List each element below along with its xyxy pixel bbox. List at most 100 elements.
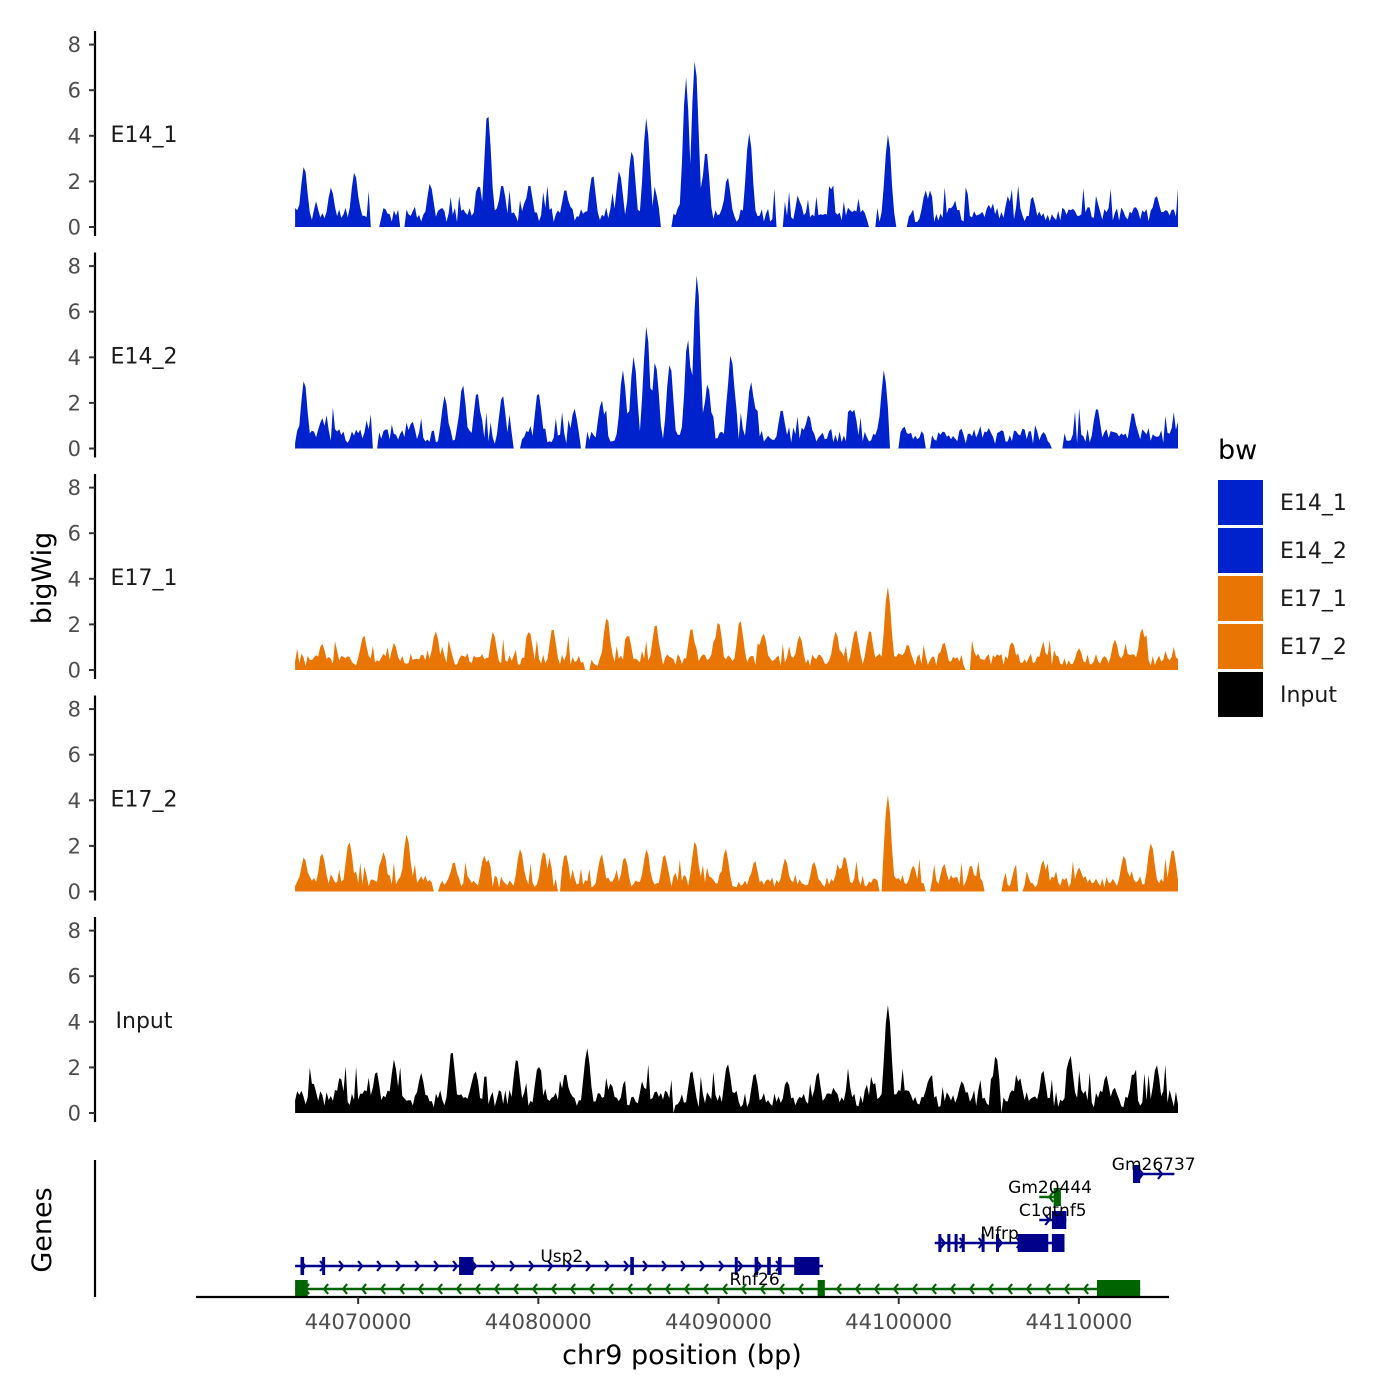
strand-chevron — [417, 1283, 424, 1295]
track-e14-1: 0 2 4 6 8 E14_1 — [68, 31, 1179, 240]
coverage-area-input — [295, 1005, 1179, 1113]
strand-chevron — [664, 1283, 671, 1295]
exon — [322, 1257, 326, 1275]
strand-chevron — [433, 1260, 440, 1272]
legend-key-e17-1 — [1218, 576, 1263, 621]
exon — [954, 1234, 958, 1252]
strand-chevron — [949, 1283, 956, 1295]
y-axis-title: bigWig — [27, 532, 58, 625]
y-tick-label: 6 — [68, 965, 81, 989]
strand-chevron — [376, 1260, 383, 1272]
strand-chevron — [737, 1260, 744, 1272]
strand-chevron — [585, 1260, 592, 1272]
strand-chevron — [699, 1260, 706, 1272]
strand-chevron — [1044, 1214, 1051, 1226]
strand-chevron — [531, 1283, 538, 1295]
strand-chevron — [509, 1260, 516, 1272]
track-label: E14_2 — [111, 345, 178, 370]
legend-label: E14_2 — [1280, 539, 1347, 564]
track-label: E17_1 — [111, 566, 178, 591]
x-tick-label: 44080000 — [485, 1310, 592, 1334]
legend-label: E17_1 — [1280, 587, 1347, 612]
track-label: E14_1 — [111, 123, 178, 148]
strand-chevron — [1082, 1283, 1089, 1295]
y-tick-label: 2 — [68, 613, 81, 637]
strand-chevron — [338, 1260, 345, 1272]
strand-chevron — [474, 1283, 481, 1295]
track-e17-2: 0 2 4 6 8 E17_2 — [68, 695, 1179, 904]
gene-label: Gm20444 — [1008, 1178, 1092, 1198]
legend-key-e14-1 — [1218, 480, 1263, 525]
track-label: Input — [116, 1009, 173, 1034]
y-tick-label: 4 — [68, 567, 81, 591]
legend-label: Input — [1280, 683, 1337, 708]
y-tick-label: 0 — [68, 1102, 81, 1126]
strand-chevron — [911, 1283, 918, 1295]
strand-chevron — [528, 1260, 535, 1272]
y-tick-label: 2 — [68, 391, 81, 415]
strand-chevron — [661, 1260, 668, 1272]
legend-key-input — [1218, 672, 1263, 717]
legend-title: bw — [1218, 435, 1257, 466]
exon — [300, 1257, 305, 1275]
gene-label: C1qtnf5 — [1019, 1201, 1087, 1221]
strand-chevron — [718, 1260, 725, 1272]
strand-chevron — [835, 1283, 842, 1295]
y-tick-label: 8 — [68, 33, 81, 57]
strand-chevron — [436, 1283, 443, 1295]
exon — [938, 1234, 942, 1252]
strand-chevron — [455, 1283, 462, 1295]
exon — [947, 1234, 951, 1252]
strand-chevron — [512, 1283, 519, 1295]
y-tick-label: 8 — [68, 255, 81, 279]
genes-axis-title: Genes — [27, 1187, 58, 1272]
exon — [459, 1257, 474, 1275]
track-label: E17_2 — [111, 788, 178, 813]
gene-label: Usp2 — [540, 1247, 583, 1267]
y-tick-label: 2 — [68, 170, 81, 194]
strand-chevron — [398, 1283, 405, 1295]
strand-chevron — [1025, 1283, 1032, 1295]
gene-mfrp: Mfrp — [934, 1224, 1065, 1252]
strand-chevron — [939, 1237, 947, 1249]
strand-chevron — [740, 1283, 747, 1295]
strand-chevron — [892, 1283, 899, 1295]
legend-label: E17_2 — [1280, 635, 1347, 660]
strand-chevron — [930, 1283, 937, 1295]
y-tick-label: 4 — [68, 124, 81, 148]
exon — [981, 1234, 985, 1252]
strand-chevron — [778, 1283, 785, 1295]
strand-chevron — [968, 1283, 975, 1295]
strand-chevron — [683, 1283, 690, 1295]
y-tick-label: 0 — [68, 880, 81, 904]
strand-chevron — [1063, 1283, 1070, 1295]
exon — [817, 1280, 825, 1298]
strand-chevron — [588, 1283, 595, 1295]
x-tick-label: 44070000 — [305, 1310, 412, 1334]
strand-chevron — [607, 1283, 614, 1295]
strand-chevron — [341, 1283, 348, 1295]
strand-chevron — [547, 1260, 554, 1272]
strand-chevron — [1006, 1283, 1013, 1295]
legend-label: E14_1 — [1280, 491, 1347, 516]
strand-chevron — [680, 1260, 687, 1272]
gene-label: Gm26737 — [1112, 1155, 1196, 1175]
strand-chevron — [1047, 1191, 1055, 1203]
exon — [961, 1234, 965, 1252]
legend-key-e17-2 — [1218, 624, 1263, 669]
strand-chevron — [702, 1283, 709, 1295]
strand-chevron — [493, 1283, 500, 1295]
strand-chevron — [623, 1260, 630, 1272]
x-axis-title: chr9 position (bp) — [562, 1340, 802, 1371]
strand-chevron — [395, 1260, 402, 1272]
strand-chevron — [360, 1283, 367, 1295]
y-tick-label: 4 — [68, 789, 81, 813]
strand-chevron — [604, 1260, 611, 1272]
x-tick-label: 44090000 — [665, 1310, 772, 1334]
gene-label: Mfrp — [980, 1224, 1018, 1244]
exon — [734, 1257, 738, 1275]
track-input: 0 2 4 6 8 Input — [68, 917, 1179, 1126]
strand-chevron — [357, 1260, 364, 1272]
